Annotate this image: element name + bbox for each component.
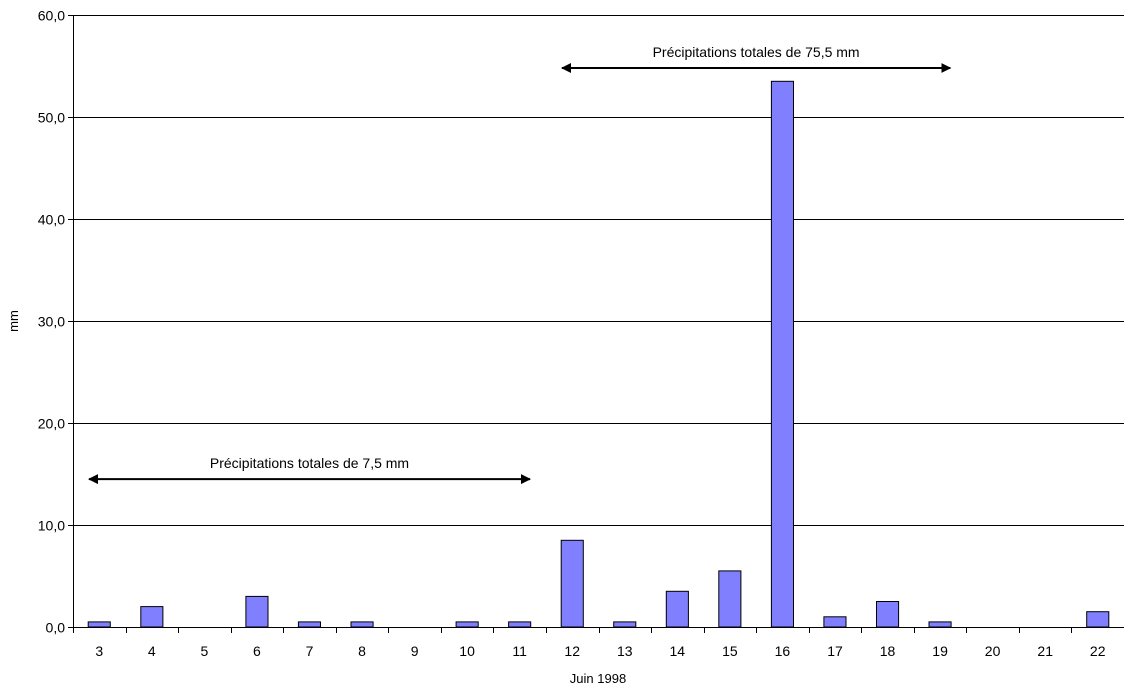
x-tick-label: 16 bbox=[775, 643, 791, 659]
x-tick-label: 3 bbox=[95, 643, 103, 659]
x-tick-label: 17 bbox=[827, 643, 843, 659]
x-tick-label: 21 bbox=[1037, 643, 1053, 659]
x-axis-label: Juin 1998 bbox=[570, 671, 626, 686]
annotation-label: Précipitations totales de 75,5 mm bbox=[653, 44, 860, 60]
x-tick-labels: 3 4 5 6 7 8 9 10 11 12 13 14 15 16 17 18 19 20 21 22 bbox=[95, 643, 1105, 659]
axes bbox=[68, 15, 1124, 633]
bar bbox=[245, 595, 269, 628]
bar bbox=[140, 606, 164, 628]
x-tick-label: 15 bbox=[722, 643, 738, 659]
bar bbox=[770, 80, 795, 628]
x-tick-label: 22 bbox=[1090, 643, 1106, 659]
x-tick-label: 8 bbox=[358, 643, 366, 659]
x-tick-label: 19 bbox=[932, 643, 948, 659]
bar bbox=[560, 539, 584, 628]
bar bbox=[928, 621, 952, 628]
bars bbox=[87, 80, 1110, 628]
x-tick-label: 13 bbox=[617, 643, 633, 659]
gridlines bbox=[73, 15, 1124, 526]
x-tick-label: 10 bbox=[459, 643, 475, 659]
bar bbox=[508, 621, 532, 628]
bar bbox=[350, 621, 374, 628]
bar bbox=[665, 590, 689, 628]
x-tick-label: 7 bbox=[306, 643, 314, 659]
bar bbox=[718, 570, 742, 628]
bar bbox=[297, 621, 321, 628]
bar bbox=[613, 621, 637, 628]
y-tick-label: 0,0 bbox=[46, 620, 66, 636]
bar bbox=[87, 621, 111, 628]
x-tick-label: 11 bbox=[512, 643, 527, 659]
x-tick-label: 6 bbox=[253, 643, 261, 659]
x-tick-label: 5 bbox=[201, 643, 209, 659]
x-tick-label: 9 bbox=[411, 643, 419, 659]
y-axis-label: mm bbox=[6, 310, 21, 332]
y-tick-label: 40,0 bbox=[38, 212, 65, 228]
y-tick-label: 20,0 bbox=[38, 416, 65, 432]
y-tick-label: 60,0 bbox=[38, 8, 65, 24]
x-tick-label: 14 bbox=[670, 643, 686, 659]
annotations: Précipitations totales de 7,5 mm Précipit… bbox=[88, 44, 952, 485]
x-tick-label: 4 bbox=[148, 643, 156, 659]
y-tick-label: 10,0 bbox=[38, 518, 65, 534]
bar bbox=[823, 616, 847, 628]
x-tick-label: 12 bbox=[564, 643, 580, 659]
y-tick-label: 30,0 bbox=[38, 314, 65, 330]
bar bbox=[455, 621, 479, 628]
bar bbox=[876, 601, 900, 628]
bar bbox=[1086, 611, 1110, 628]
y-tick-label: 50,0 bbox=[38, 110, 65, 126]
x-tick-label: 18 bbox=[880, 643, 896, 659]
annotation-label: Précipitations totales de 7,5 mm bbox=[210, 455, 409, 471]
x-tick-label: 20 bbox=[985, 643, 1001, 659]
y-tick-labels: 0,0 10,0 20,0 30,0 40,0 50,0 60,0 bbox=[38, 8, 65, 636]
